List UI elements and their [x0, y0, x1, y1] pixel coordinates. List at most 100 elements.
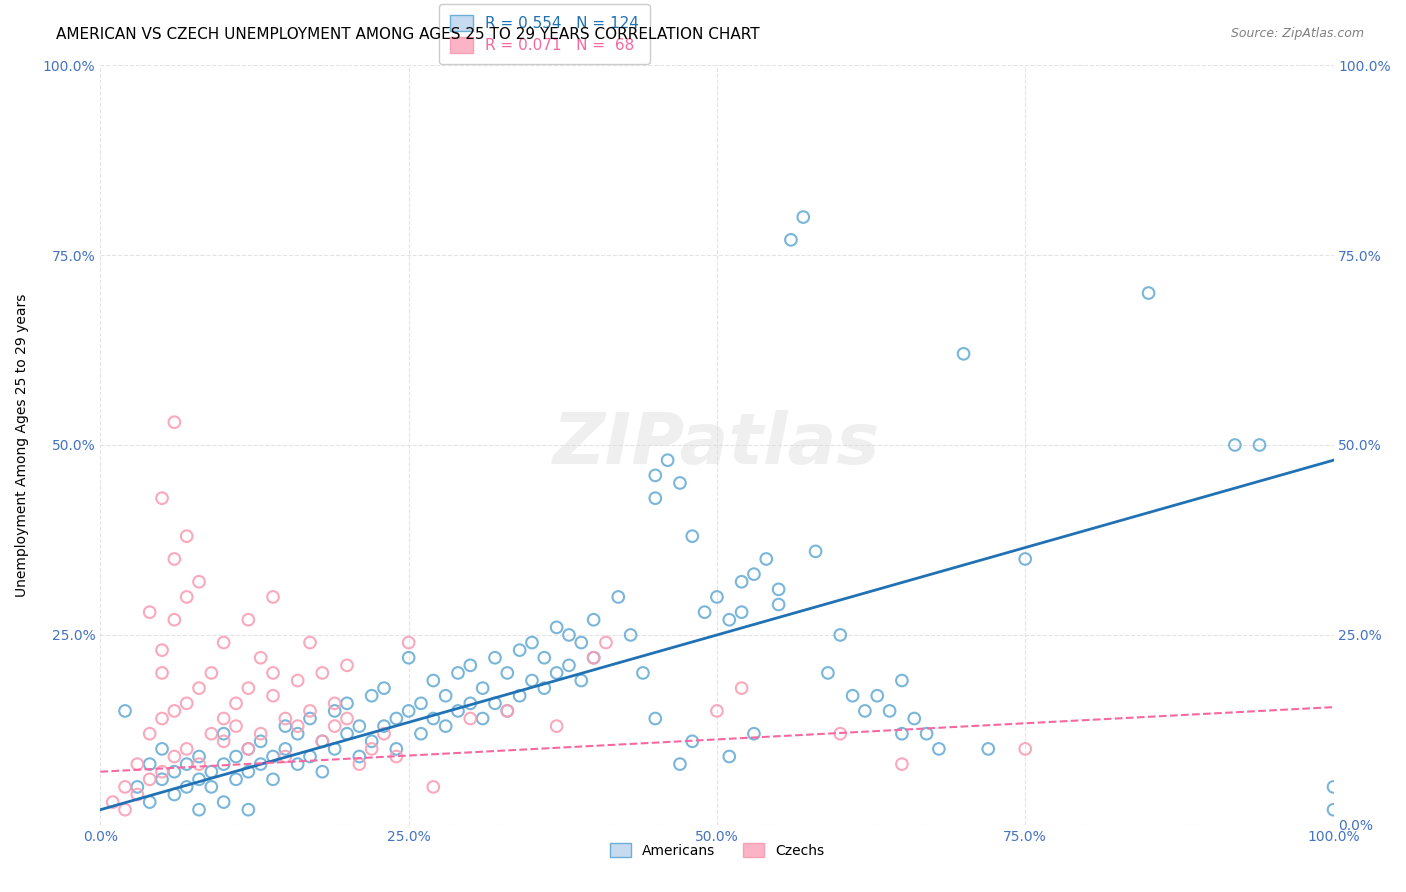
Point: [298, 704, 321, 718]
Point: [238, 681, 260, 695]
Point: [1014, 552, 1036, 566]
Point: [176, 529, 198, 543]
Point: [669, 757, 692, 772]
Point: [409, 727, 432, 741]
Point: [127, 757, 149, 772]
Point: [249, 650, 271, 665]
Point: [928, 742, 950, 756]
Point: [742, 567, 765, 582]
Point: [804, 544, 827, 558]
Point: [422, 673, 444, 688]
Point: [323, 696, 346, 710]
Point: [212, 734, 235, 748]
Point: [262, 665, 284, 680]
Point: [127, 780, 149, 794]
Point: [520, 673, 543, 688]
Point: [471, 681, 494, 695]
Point: [225, 772, 247, 787]
Point: [373, 681, 395, 695]
Point: [349, 719, 371, 733]
Point: [150, 772, 173, 787]
Point: [200, 780, 222, 794]
Point: [225, 696, 247, 710]
Point: [262, 590, 284, 604]
Point: [768, 582, 790, 597]
Point: [360, 734, 382, 748]
Point: [681, 734, 703, 748]
Point: [212, 757, 235, 772]
Point: [176, 780, 198, 794]
Point: [336, 712, 359, 726]
Point: [150, 665, 173, 680]
Point: [163, 552, 186, 566]
Point: [730, 681, 752, 695]
Point: [890, 673, 912, 688]
Legend: Americans, Czechs: Americans, Czechs: [605, 838, 830, 863]
Point: [360, 742, 382, 756]
Point: [287, 719, 309, 733]
Point: [238, 764, 260, 779]
Point: [569, 635, 592, 649]
Point: [176, 696, 198, 710]
Point: [631, 665, 654, 680]
Point: [496, 665, 519, 680]
Point: [582, 650, 605, 665]
Point: [422, 780, 444, 794]
Point: [200, 764, 222, 779]
Point: [287, 727, 309, 741]
Point: [238, 613, 260, 627]
Point: [1137, 286, 1160, 301]
Point: [138, 727, 160, 741]
Point: [718, 749, 741, 764]
Point: [349, 749, 371, 764]
Point: [1223, 438, 1246, 452]
Point: [138, 757, 160, 772]
Point: [644, 712, 666, 726]
Point: [496, 704, 519, 718]
Point: [287, 673, 309, 688]
Point: [533, 681, 555, 695]
Point: [176, 742, 198, 756]
Point: [298, 749, 321, 764]
Point: [188, 681, 211, 695]
Point: [546, 719, 568, 733]
Point: [681, 529, 703, 543]
Point: [595, 635, 617, 649]
Point: [150, 491, 173, 506]
Point: [1249, 438, 1271, 452]
Point: [398, 650, 420, 665]
Text: Source: ZipAtlas.com: Source: ZipAtlas.com: [1230, 27, 1364, 40]
Point: [830, 727, 852, 741]
Point: [163, 613, 186, 627]
Point: [311, 734, 333, 748]
Point: [163, 788, 186, 802]
Point: [484, 650, 506, 665]
Point: [385, 742, 408, 756]
Text: AMERICAN VS CZECH UNEMPLOYMENT AMONG AGES 25 TO 29 YEARS CORRELATION CHART: AMERICAN VS CZECH UNEMPLOYMENT AMONG AGE…: [56, 27, 759, 42]
Point: [706, 590, 728, 604]
Point: [373, 727, 395, 741]
Point: [706, 704, 728, 718]
Point: [792, 210, 814, 224]
Point: [176, 590, 198, 604]
Point: [163, 415, 186, 429]
Point: [188, 574, 211, 589]
Point: [768, 598, 790, 612]
Point: [398, 635, 420, 649]
Point: [817, 665, 839, 680]
Point: [238, 742, 260, 756]
Point: [830, 628, 852, 642]
Point: [311, 764, 333, 779]
Point: [163, 749, 186, 764]
Point: [582, 650, 605, 665]
Point: [509, 643, 531, 657]
Point: [349, 757, 371, 772]
Point: [730, 605, 752, 619]
Point: [188, 749, 211, 764]
Point: [311, 734, 333, 748]
Point: [150, 764, 173, 779]
Point: [138, 605, 160, 619]
Point: [127, 788, 149, 802]
Point: [249, 757, 271, 772]
Point: [1014, 742, 1036, 756]
